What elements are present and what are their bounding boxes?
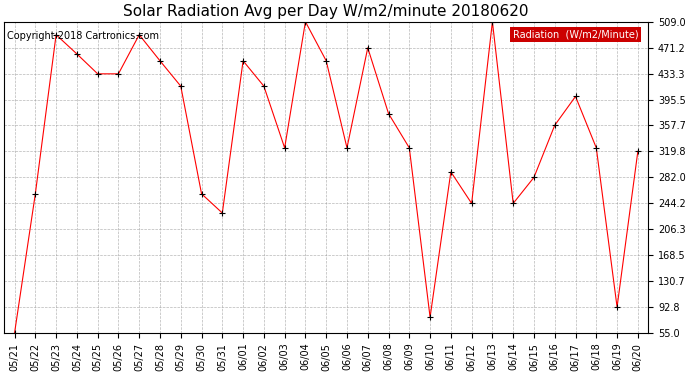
Text: Copyright 2018 Cartronics.com: Copyright 2018 Cartronics.com — [8, 31, 159, 41]
Text: Radiation  (W/m2/Minute): Radiation (W/m2/Minute) — [513, 30, 638, 39]
Title: Solar Radiation Avg per Day W/m2/minute 20180620: Solar Radiation Avg per Day W/m2/minute … — [124, 4, 529, 19]
